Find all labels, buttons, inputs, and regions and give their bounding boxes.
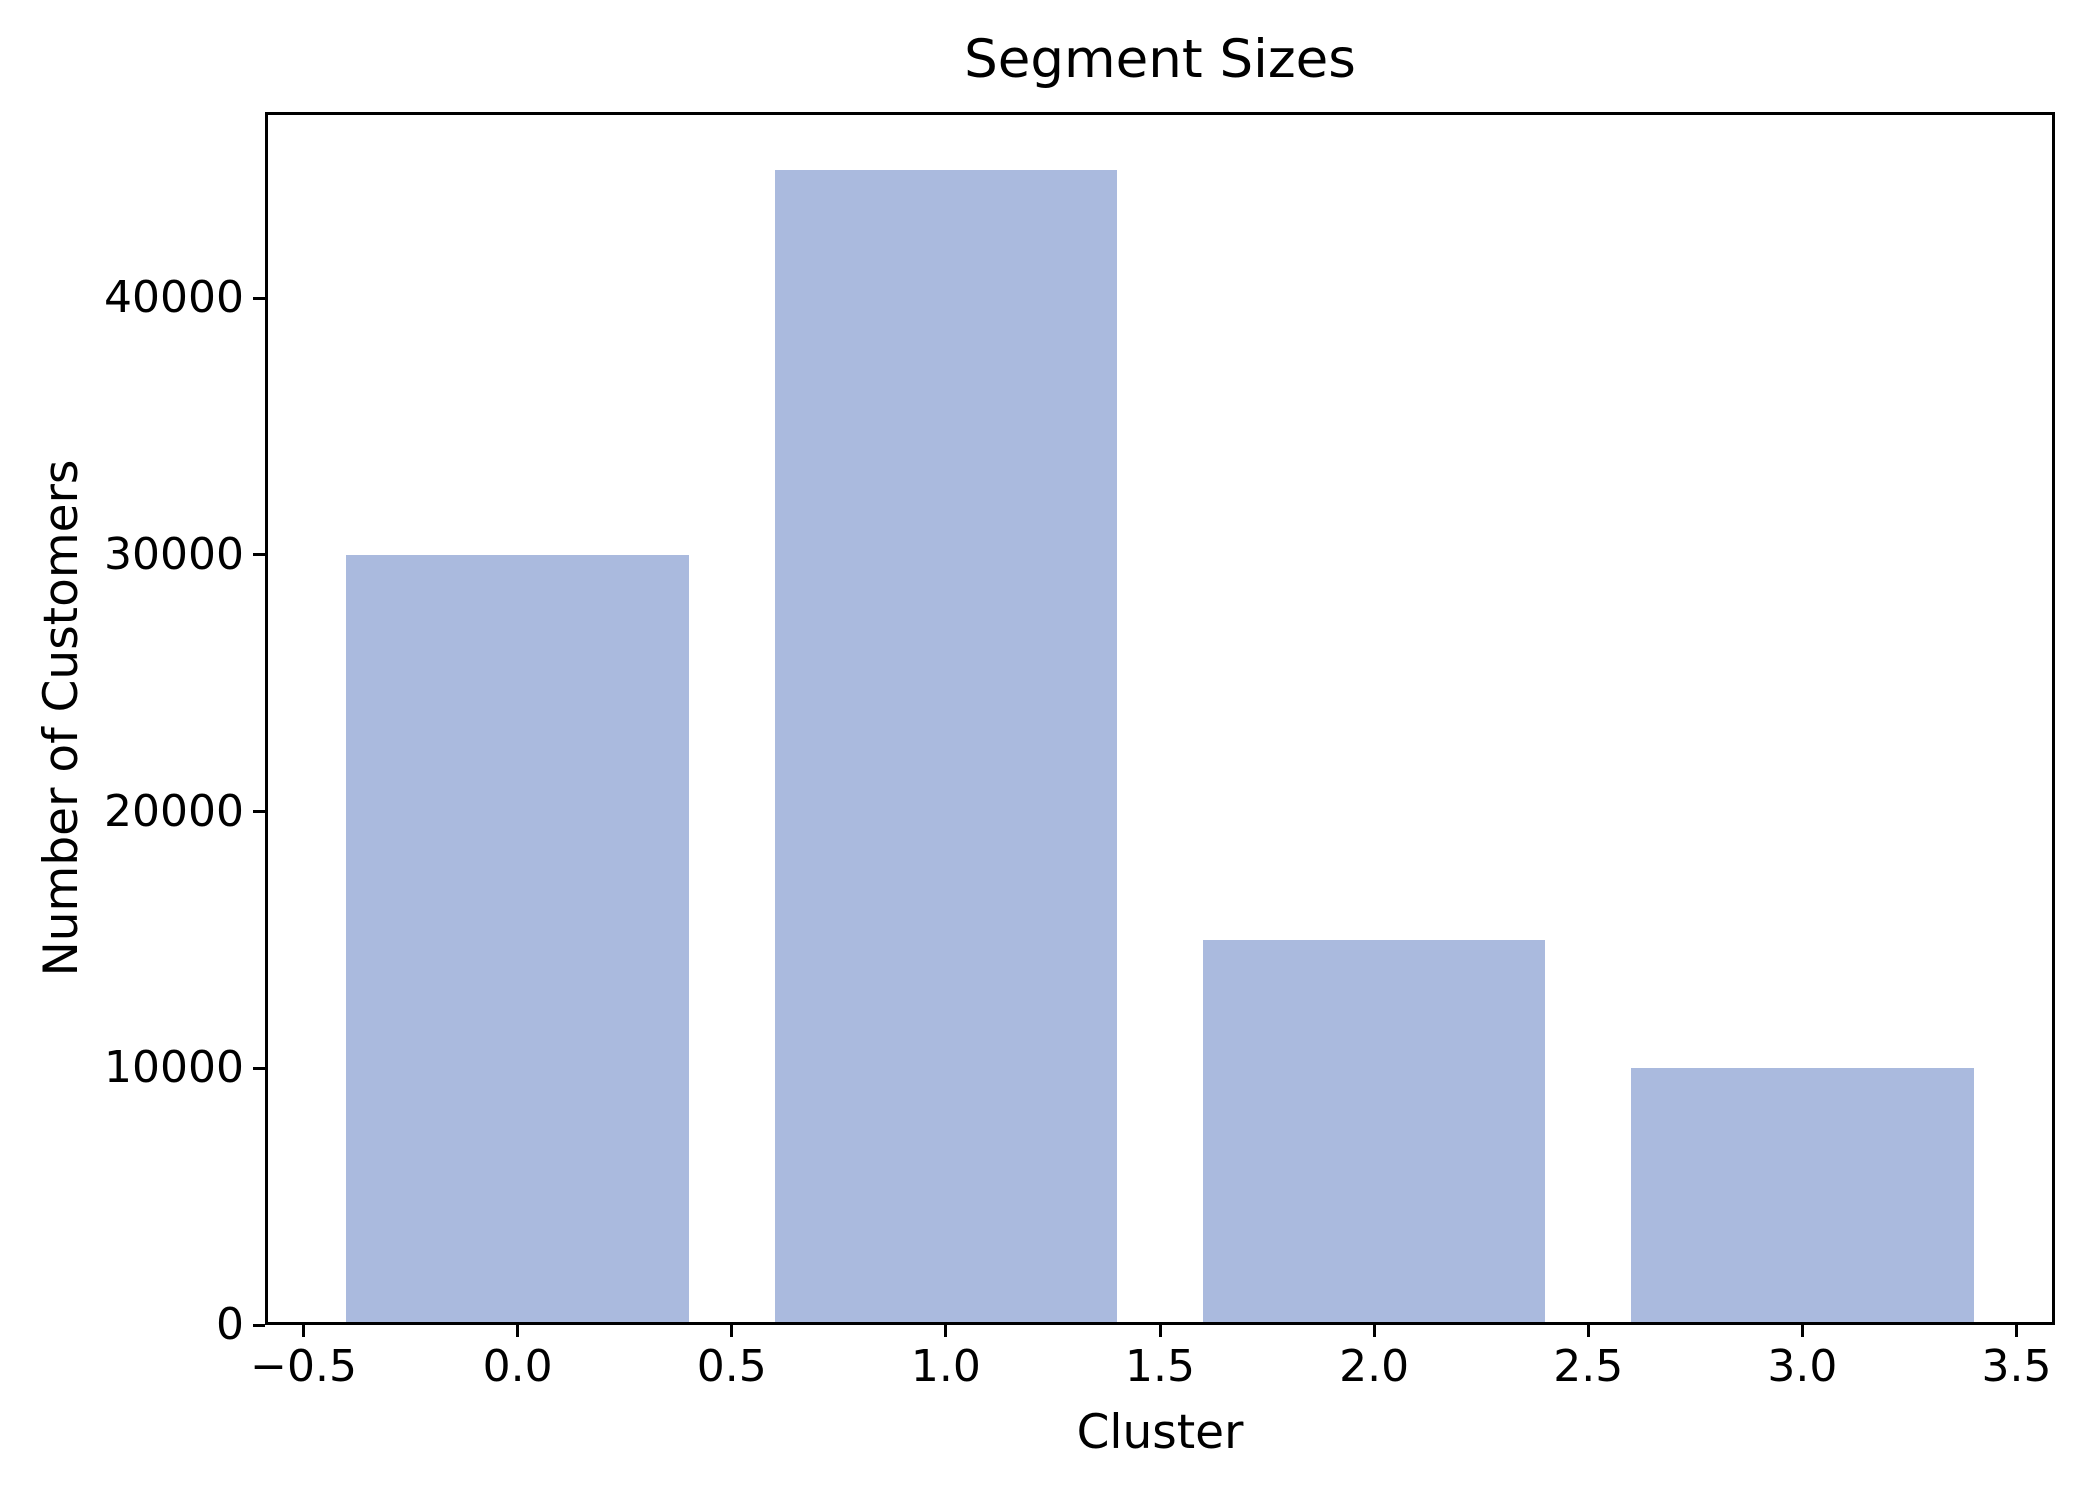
bar-cluster-0 <box>346 554 689 1325</box>
x-tick-mark <box>944 1325 948 1337</box>
plot-area <box>265 112 2055 1325</box>
x-axis-label: Cluster <box>1076 1405 1244 1460</box>
bar-cluster-1 <box>774 169 1118 1325</box>
y-tick-mark <box>253 1066 265 1070</box>
y-tick-label: 0 <box>216 1298 244 1350</box>
x-tick-label: −0.5 <box>250 1341 357 1392</box>
y-tick-mark <box>253 553 265 557</box>
x-tick-mark <box>2014 1325 2018 1337</box>
x-tick-mark <box>1586 1325 1590 1337</box>
bar-cluster-3 <box>1631 1068 1974 1325</box>
y-tick-label: 20000 <box>104 785 244 837</box>
x-tick-label: 3.0 <box>1767 1341 1838 1392</box>
x-tick-mark <box>302 1325 306 1337</box>
y-tick-mark <box>253 810 265 814</box>
y-tick-label: 40000 <box>104 271 244 323</box>
x-tick-mark <box>1158 1325 1162 1337</box>
x-tick-mark <box>730 1325 734 1337</box>
y-axis-label: Number of Customers <box>33 459 89 977</box>
x-tick-label: 0.0 <box>482 1341 553 1392</box>
y-tick-mark <box>253 1323 265 1327</box>
x-tick-label: 1.5 <box>1125 1341 1195 1392</box>
x-tick-label: 2.0 <box>1339 1341 1410 1392</box>
y-tick-label: 10000 <box>104 1042 244 1094</box>
x-tick-label: 1.0 <box>910 1341 981 1392</box>
bar-cluster-2 <box>1202 939 1546 1325</box>
x-tick-label: 2.5 <box>1553 1341 1624 1392</box>
chart-title: Segment Sizes <box>964 29 1356 90</box>
y-tick-mark <box>253 296 265 300</box>
x-tick-label: 0.5 <box>696 1341 767 1392</box>
x-tick-mark <box>516 1325 520 1337</box>
y-tick-label: 30000 <box>104 528 244 580</box>
x-tick-mark <box>1800 1325 1804 1337</box>
x-tick-label: 3.5 <box>1981 1341 2052 1392</box>
x-tick-mark <box>1372 1325 1376 1337</box>
